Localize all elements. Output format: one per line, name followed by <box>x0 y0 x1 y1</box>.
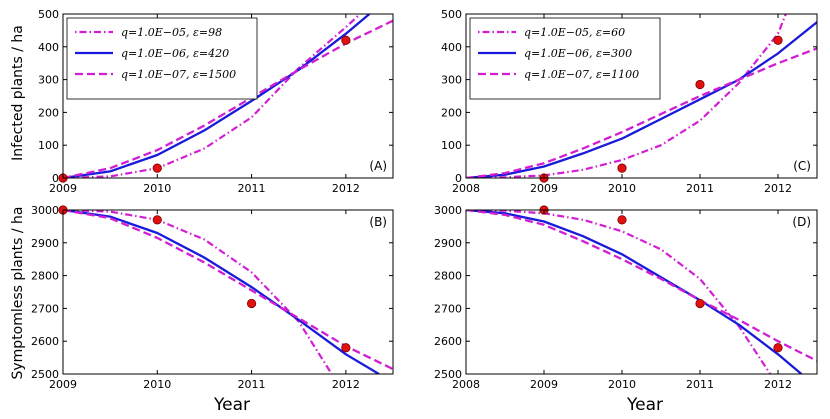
panel-b: 2009 2010 2011 2012 2500 2600 2700 2800 2900 3000… <box>31 204 394 391</box>
panel-b-series-dashed-line <box>63 210 393 371</box>
panel-b-y-tick-label: 2900 <box>31 237 59 250</box>
panel-a-x-tick-label: 2011 <box>238 182 266 195</box>
panel-b-data-point <box>341 343 351 353</box>
panel-b-x-tick-label: 2010 <box>143 378 171 391</box>
panel-d-label: (D) <box>792 215 811 229</box>
panel-a-data-point <box>341 35 351 45</box>
panel-a-y-tick-label: 100 <box>38 139 59 152</box>
panel-c-series-solid-line <box>466 21 817 178</box>
panel-c-series-dashdot-fine-line <box>466 14 787 178</box>
panel-c-data-point <box>695 79 705 90</box>
panel-a-legend-entry: q=1.0E−07, ε=1500 <box>121 68 236 81</box>
panel-c-series-dashed-line <box>466 47 817 178</box>
panel-c-y-tick-label: 300 <box>441 74 462 87</box>
panel-d-series-solid-line <box>466 210 803 374</box>
panel-b-data-point <box>246 298 257 309</box>
panel-a-legend: q=1.0E−05, ε=98 q=1.0E−06, ε=420 q=1.0E−07… <box>66 17 258 100</box>
panel-a-y-tick-label: 500 <box>38 8 59 21</box>
panel-c: 2008 2009 2010 2011 2012 0 100 200 300 400 500 (C) q… <box>441 8 818 195</box>
panel-c-data-point <box>773 35 783 45</box>
x-axis-label-right: Year <box>626 395 663 415</box>
panel-d-x-tick-label: 2010 <box>608 378 636 391</box>
panel-a-frame <box>62 13 394 179</box>
panel-b-y-tick-label: 2700 <box>31 302 59 315</box>
panel-c-x-tick-label: 2011 <box>686 182 714 195</box>
panel-c-y-tick-label: 0 <box>455 172 462 185</box>
panel-d-frame <box>465 209 818 375</box>
panel-a-x-tick-label: 2012 <box>332 182 360 195</box>
panel-c-x-tick-label: 2010 <box>608 182 636 195</box>
panel-d-y-tick-label: 2800 <box>434 270 462 283</box>
panel-d-x-tick-label: 2009 <box>530 378 558 391</box>
panel-c-y-tick-label: 400 <box>441 41 462 54</box>
panel-b-x-tick-label: 2009 <box>49 378 77 391</box>
panel-c-data-point <box>617 163 627 173</box>
panel-b-label: (B) <box>369 215 387 229</box>
panel-c-frame <box>465 13 818 179</box>
panel-c-x-tick-label: 2008 <box>452 182 480 195</box>
panel-b-x-tick-label: 2011 <box>238 378 266 391</box>
panel-a-series-dashed-line <box>63 19 393 178</box>
panel-a-y-tick-label: 300 <box>38 74 59 87</box>
y-axis-label-infected: Infected plants / ha <box>10 25 26 161</box>
panel-d-series-dashdot-fine-line <box>466 210 772 374</box>
panel-c-x-tick-label: 2009 <box>530 182 558 195</box>
panel-d-y-tick-label: 2500 <box>434 368 462 381</box>
panel-b-series-solid-line <box>63 210 380 374</box>
panel-b-y-tick-label: 2600 <box>31 335 59 348</box>
panel-a-label: (A) <box>369 159 387 173</box>
panel-c-y-tick-label: 100 <box>441 139 462 152</box>
panel-b-frame <box>62 209 394 375</box>
panel-b-y-tick-label: 3000 <box>31 204 59 217</box>
panel-c-legend-entry: q=1.0E−06, ε=300 <box>524 47 632 60</box>
panel-d-data-point <box>773 343 783 353</box>
panel-a-legend-entry: q=1.0E−05, ε=98 <box>121 26 222 39</box>
panel-a-y-tick-label: 0 <box>52 172 59 185</box>
panel-a-x-tick-label: 2010 <box>143 182 171 195</box>
panel-d-data-point <box>695 298 705 309</box>
panel-a-series-solid-line <box>63 14 371 178</box>
panel-c-y-tick-label: 500 <box>441 8 462 21</box>
panel-b-y-tick-label: 2500 <box>31 368 59 381</box>
panel-d-y-tick-label: 3000 <box>434 204 462 217</box>
panel-c-y-tick-label: 200 <box>441 106 462 119</box>
panel-c-label: (C) <box>793 159 811 173</box>
panel-a-y-tick-label: 200 <box>38 106 59 119</box>
panel-d-data-point <box>617 215 627 225</box>
panel-a-series-dashdot-fine-line <box>63 14 361 178</box>
panel-d-x-tick-label: 2008 <box>452 378 480 391</box>
panel-d-x-tick-label: 2011 <box>686 378 714 391</box>
panel-c-x-tick-label: 2012 <box>764 182 792 195</box>
y-axis-label-symptomless: Symptomless plants / ha <box>10 206 26 379</box>
panel-a-y-tick-label: 400 <box>38 41 59 54</box>
panel-a-data-point <box>152 163 162 173</box>
panel-c-legend: q=1.0E−05, ε=60 q=1.0E−06, ε=300 q=1.0E−07… <box>469 17 661 100</box>
x-axis-label-left: Year <box>213 395 250 415</box>
panel-d-y-tick-label: 2700 <box>434 302 462 315</box>
panels: 2009 2010 2011 2012 0 100 200 300 400 500 (A) q=1.0… <box>31 8 818 391</box>
panel-c-legend-entry: q=1.0E−07, ε=1100 <box>524 68 639 81</box>
panel-a-legend-entry: q=1.0E−06, ε=420 <box>121 47 229 60</box>
panel-b-y-tick-label: 2800 <box>31 270 59 283</box>
panel-b-series-dashdot-fine-line <box>63 210 333 374</box>
panel-a: 2009 2010 2011 2012 0 100 200 300 400 500 (A) q=1.0… <box>38 8 394 195</box>
panel-a-x-tick-label: 2009 <box>49 182 77 195</box>
panel-b-data-point <box>152 215 162 225</box>
panel-d-series-dashed-line <box>466 210 817 362</box>
panel-d-y-tick-label: 2900 <box>434 237 462 250</box>
panel-c-legend-entry: q=1.0E−05, ε=60 <box>524 26 625 39</box>
panel-d-x-tick-label: 2012 <box>764 378 792 391</box>
panel-d-y-tick-label: 2600 <box>434 335 462 348</box>
panel-d: 2008 2009 2010 2011 2012 2500 2600 2700 2800 2900… <box>434 204 818 391</box>
panel-b-x-tick-label: 2012 <box>332 378 360 391</box>
